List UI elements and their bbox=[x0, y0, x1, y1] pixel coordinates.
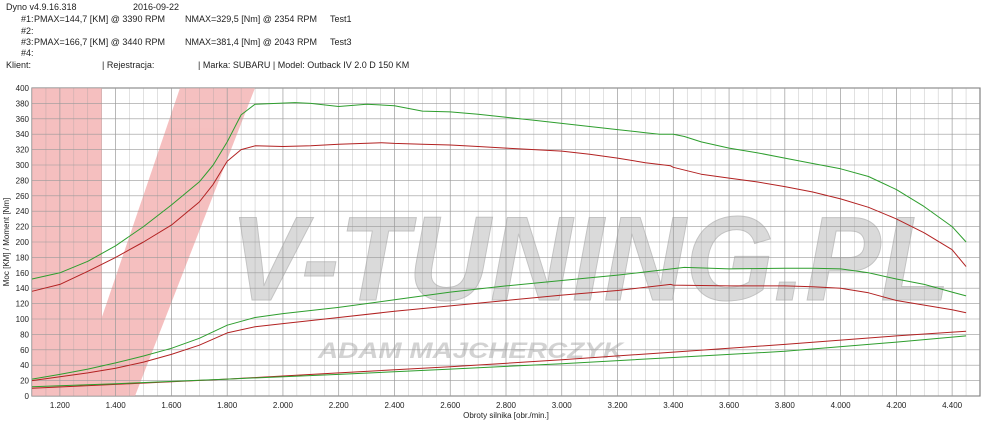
x-tick-label: 4.200 bbox=[886, 401, 907, 410]
run-1-name: Test1 bbox=[330, 14, 352, 24]
registration-label: | Rejestracja: bbox=[102, 60, 155, 70]
y-tick-label: 220 bbox=[16, 223, 30, 232]
y-tick-label: 320 bbox=[16, 146, 30, 155]
x-tick-label: 2.000 bbox=[273, 401, 294, 410]
x-tick-label: 2.800 bbox=[496, 401, 517, 410]
y-tick-label: 260 bbox=[16, 192, 30, 201]
x-tick-label: 3.400 bbox=[663, 401, 684, 410]
y-tick-label: 280 bbox=[16, 176, 30, 185]
run-1-nmax: NMAX=329,5 [Nm] @ 2354 RPM bbox=[185, 14, 317, 24]
client-label: Klient: bbox=[6, 60, 32, 70]
watermark-brand: V-TUNING.PL bbox=[230, 192, 950, 326]
series-layer bbox=[31, 102, 967, 389]
y-tick-label: 60 bbox=[20, 346, 29, 355]
y-tick-label: 80 bbox=[20, 330, 29, 339]
x-tick-label: 1.600 bbox=[161, 401, 182, 410]
x-tick-label: 2.600 bbox=[440, 401, 461, 410]
x-tick-label: 2.200 bbox=[329, 401, 350, 410]
y-tick-label: 140 bbox=[16, 284, 30, 293]
x-tick-label: 1.400 bbox=[106, 401, 127, 410]
x-tick-label: 3.200 bbox=[608, 401, 629, 410]
y-tick-label: 400 bbox=[16, 84, 30, 93]
y-tick-label: 120 bbox=[16, 300, 30, 309]
run-2-label: #2: bbox=[21, 26, 34, 36]
y-tick-label: 0 bbox=[25, 392, 30, 401]
run-3-nmax: NMAX=381,4 [Nm] @ 2043 RPM bbox=[185, 37, 317, 47]
x-tick-label: 3.000 bbox=[552, 401, 573, 410]
run-3-pmax: PMAX=166,7 [KM] @ 3440 RPM bbox=[34, 37, 165, 47]
x-tick-label: 2.400 bbox=[384, 401, 405, 410]
y-tick-label: 240 bbox=[16, 207, 30, 216]
y-tick-label: 20 bbox=[20, 377, 29, 386]
y-axis: 0 20 40 60 80 100 120 140 160 180 200 220 240 260 280 3… bbox=[16, 84, 30, 401]
series-line-test3-torque bbox=[31, 102, 967, 280]
y-tick-label: 380 bbox=[16, 99, 30, 108]
series-line-test3-power bbox=[31, 266, 967, 380]
run-1-pmax: PMAX=144,7 [KM] @ 3390 RPM bbox=[34, 14, 165, 24]
run-1-label: #1: bbox=[21, 14, 34, 24]
x-tick-label: 1.800 bbox=[217, 401, 238, 410]
y-tick-label: 180 bbox=[16, 253, 30, 262]
x-tick-label: 3.800 bbox=[775, 401, 796, 410]
report-date: 2016-09-22 bbox=[133, 2, 180, 12]
x-tick-label: 1.200 bbox=[50, 401, 71, 410]
x-tick-label: 4.000 bbox=[831, 401, 852, 410]
y-axis-label: Moc [KM] / Moment [Nm] bbox=[2, 198, 11, 286]
y-tick-label: 200 bbox=[16, 238, 30, 247]
y-tick-label: 100 bbox=[16, 315, 30, 324]
series-line-test1-torque bbox=[31, 142, 967, 292]
x-tick-label: 4.400 bbox=[942, 401, 963, 410]
x-axis: 1.200 1.400 1.600 1.800 2.000 2.200 2.400 2.600… bbox=[50, 401, 963, 410]
y-tick-label: 340 bbox=[16, 130, 30, 139]
y-tick-label: 300 bbox=[16, 161, 30, 170]
series-line-test3-loss bbox=[31, 335, 967, 388]
watermark-tagline: ADAM MAJCHERCZYK bbox=[317, 338, 626, 363]
app-version: Dyno v4.9.16.318 bbox=[6, 2, 77, 12]
vehicle-info: | Marka: SUBARU | Model: Outback IV 2.0 … bbox=[198, 60, 410, 70]
x-axis-label: Obroty silnika [obr./min.] bbox=[463, 411, 549, 420]
grid bbox=[31, 87, 981, 397]
y-tick-label: 160 bbox=[16, 269, 30, 278]
run-3-label: #3: bbox=[21, 37, 34, 47]
series-line-test1-power bbox=[31, 283, 967, 382]
y-tick-label: 360 bbox=[16, 115, 30, 124]
run-3-name: Test3 bbox=[330, 37, 352, 47]
y-tick-label: 40 bbox=[20, 361, 29, 370]
x-tick-label: 3.600 bbox=[719, 401, 740, 410]
run-4-label: #4: bbox=[21, 48, 34, 58]
